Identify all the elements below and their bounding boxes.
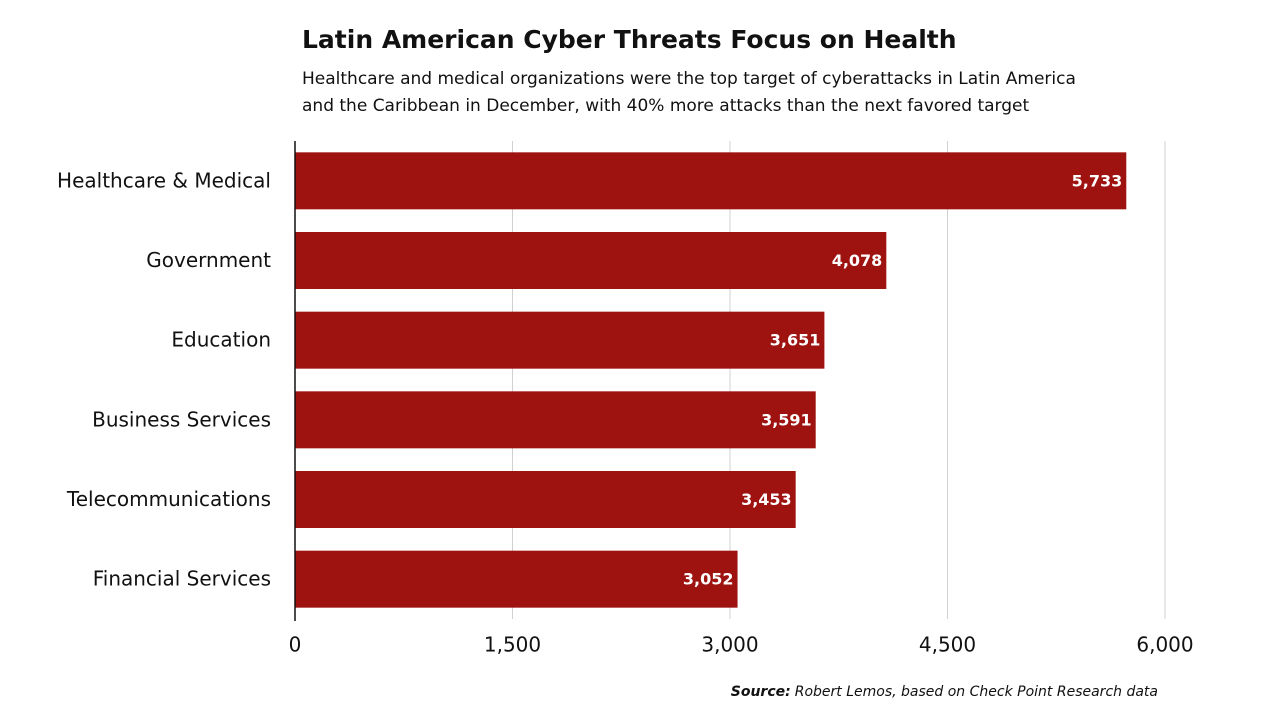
- bar: [295, 550, 738, 608]
- x-tick-label: 6,000: [1136, 633, 1193, 657]
- bar: [295, 152, 1127, 210]
- chart-subtitle: Healthcare and medical organizations wer…: [302, 69, 1076, 89]
- bar: [295, 311, 825, 369]
- y-tick-label: Telecommunications: [66, 487, 271, 511]
- value-label: 3,591: [761, 410, 812, 429]
- value-label: 5,733: [1072, 171, 1123, 190]
- y-tick-label: Financial Services: [93, 567, 271, 591]
- source-label: Source:: [731, 684, 791, 700]
- value-label: 3,651: [770, 331, 821, 350]
- x-tick-label: 4,500: [919, 633, 976, 657]
- y-tick-label: Healthcare & Medical: [57, 168, 271, 192]
- source-text: Robert Lemos, based on Check Point Resea…: [795, 684, 1158, 700]
- y-tick-label: Education: [171, 328, 271, 352]
- value-label: 3,453: [741, 490, 792, 509]
- source-note: Source: Robert Lemos, based on Check Poin…: [731, 684, 1158, 700]
- x-tick-label: 3,000: [701, 633, 758, 657]
- value-label: 4,078: [832, 251, 883, 270]
- y-tick-label: Government: [146, 248, 271, 272]
- chart-subtitle: and the Caribbean in December, with 40% …: [302, 96, 1029, 116]
- x-tick-label: 0: [289, 633, 302, 657]
- y-tick-label: Business Services: [92, 407, 271, 431]
- bar: [295, 232, 887, 289]
- x-tick-label: 1,500: [484, 633, 541, 657]
- value-label: 3,052: [683, 570, 734, 589]
- bar: [295, 391, 816, 449]
- chart-title: Latin American Cyber Threats Focus on He…: [302, 25, 957, 54]
- bar: [295, 471, 796, 528]
